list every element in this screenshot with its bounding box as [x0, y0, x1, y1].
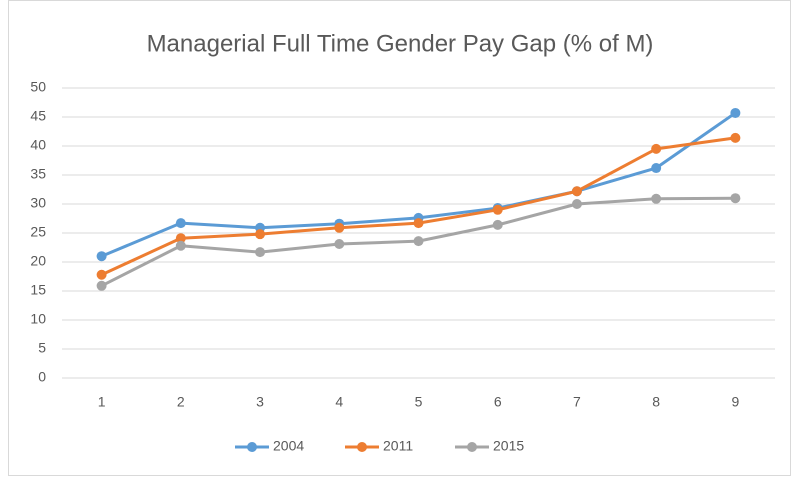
data-point — [334, 222, 345, 233]
y-tick-label: 5 — [38, 340, 46, 356]
data-point — [255, 247, 266, 258]
data-point — [175, 240, 186, 251]
y-tick-label: 35 — [30, 166, 46, 182]
data-point — [730, 132, 741, 143]
x-tick-label: 6 — [494, 394, 502, 410]
x-tick-label: 5 — [415, 394, 423, 410]
data-point — [255, 229, 266, 240]
x-tick-label: 1 — [98, 394, 106, 410]
data-point — [651, 193, 662, 204]
y-tick-label: 30 — [30, 195, 46, 211]
legend-label: 2015 — [493, 438, 524, 454]
data-point — [651, 143, 662, 154]
y-tick-label: 40 — [30, 137, 46, 153]
data-point — [492, 219, 503, 230]
legend-label: 2004 — [273, 438, 304, 454]
data-point — [413, 218, 424, 229]
legend-label: 2011 — [383, 438, 413, 454]
data-point — [730, 107, 741, 118]
y-tick-label: 0 — [38, 369, 46, 385]
y-tick-label: 15 — [30, 282, 46, 298]
data-point — [492, 204, 503, 215]
data-point — [730, 193, 741, 204]
x-tick-label: 8 — [652, 394, 660, 410]
legend-marker — [247, 442, 257, 452]
legend-marker — [467, 442, 477, 452]
x-tick-label: 2 — [177, 394, 185, 410]
data-point — [571, 186, 582, 197]
data-point — [413, 236, 424, 247]
x-tick-label: 9 — [731, 394, 739, 410]
data-point — [96, 269, 107, 280]
data-point — [175, 218, 186, 229]
y-tick-label: 45 — [30, 108, 46, 124]
chart-frame — [8, 0, 791, 476]
x-tick-label: 4 — [335, 394, 343, 410]
y-tick-label: 25 — [30, 224, 46, 240]
data-point — [651, 163, 662, 174]
y-tick-label: 20 — [30, 253, 46, 269]
y-tick-label: 50 — [30, 79, 46, 95]
y-tick-label: 10 — [30, 311, 46, 327]
chart-title: Managerial Full Time Gender Pay Gap (% o… — [147, 30, 654, 57]
data-point — [334, 239, 345, 250]
legend-marker — [357, 442, 367, 452]
data-point — [96, 251, 107, 262]
data-point — [571, 199, 582, 209]
x-tick-label: 3 — [256, 394, 264, 410]
x-tick-label: 7 — [573, 394, 581, 410]
data-point — [175, 233, 186, 244]
data-point — [96, 280, 107, 291]
